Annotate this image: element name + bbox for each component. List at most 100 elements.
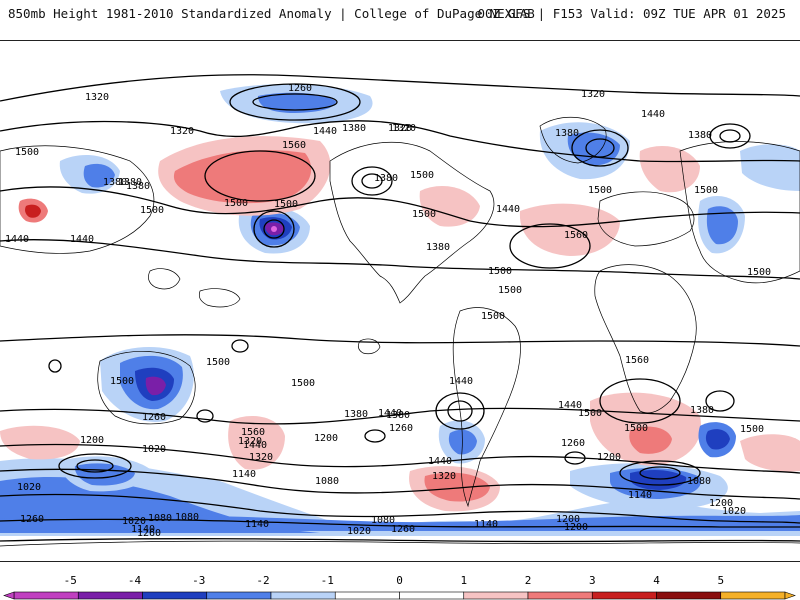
contour-label: 1380: [374, 173, 398, 184]
colorbar-end-right: [784, 591, 796, 600]
contour-label: 1440: [641, 109, 665, 120]
contour-label: 1500: [624, 423, 648, 434]
contour-label: 1320: [170, 126, 194, 137]
map-panel: 1260 1320 1320 1380 1440 1380 1320 1440 1380 1500…: [0, 40, 800, 562]
anomaly-region: [519, 203, 620, 256]
contour-label: 1500: [224, 198, 248, 209]
colorbar-tick-label: -1: [321, 574, 334, 587]
colorbar-tick-label: 2: [525, 574, 532, 587]
contour-label: 1380: [555, 128, 579, 139]
contour-label: 1200: [556, 514, 580, 525]
colorbar-bin: [399, 591, 465, 600]
contour-label: 1020: [722, 506, 746, 517]
colorbar-tick-label: -4: [128, 574, 142, 587]
colorbar-bins: [3, 591, 796, 600]
contour-label: 1200: [80, 435, 104, 446]
contour-label: 1500: [206, 357, 230, 368]
anomaly-region: [448, 429, 477, 455]
contour-label: 1440: [428, 456, 452, 467]
contour-label: 1320: [249, 452, 273, 463]
colorbar-end-left: [3, 591, 15, 600]
anomaly-region: [639, 146, 700, 193]
colorbar-tick-label: 1: [460, 574, 467, 587]
colorbar-tick-label: 4: [653, 574, 660, 587]
contour-label: 1020: [347, 526, 371, 537]
contour-label: 1380: [344, 409, 368, 420]
anomaly-region: [740, 434, 800, 472]
colorbar-bin: [591, 591, 657, 600]
contour-label: 1560: [564, 230, 588, 241]
contour-label: 1380: [342, 123, 366, 134]
contour-label: 1260: [389, 423, 413, 434]
contour-label: 1500: [578, 408, 602, 419]
anomaly-region: [25, 204, 41, 218]
contour-label: 1260: [137, 528, 161, 539]
contour-label: 1500: [747, 267, 771, 278]
contour-label: 1440: [496, 204, 520, 215]
colorbar-tick-label: 5: [717, 574, 724, 587]
contour-label: 1080: [687, 476, 711, 487]
contour-label: 1500: [274, 199, 298, 210]
colorbar-tick-label: -3: [192, 574, 205, 587]
colorbar-bin: [720, 591, 786, 600]
contour-label: 1440: [449, 376, 473, 387]
colorbar-tick-label: 3: [589, 574, 596, 587]
contour-label: 1020: [17, 482, 41, 493]
contour-label: 1320: [392, 123, 416, 134]
contour-label: 1380: [426, 242, 450, 253]
anomaly-region: [74, 463, 135, 486]
anomaly-region: [0, 425, 80, 460]
contour-label: 1380: [118, 177, 142, 188]
contour-label: 1200: [314, 433, 338, 444]
colorbar-ticks: -5 -4 -3 -2 -1 0 1 2 3 4 5: [64, 574, 724, 587]
anomaly-region: [424, 472, 490, 502]
contour-label: 1260: [561, 438, 585, 449]
contour-label: 1080: [371, 515, 395, 526]
contour-label: 1320: [388, 123, 412, 134]
anomaly-region: [705, 429, 730, 450]
contour-label: 1080: [175, 512, 199, 523]
anomaly-region: [83, 163, 115, 188]
contour-label: 1440: [243, 440, 267, 451]
colorbar-bin: [463, 591, 529, 600]
contour-label: 1440: [70, 234, 94, 245]
colorbar-tick-label: 0: [396, 574, 403, 587]
contour-label: 1140: [245, 519, 269, 530]
anomaly-region: [629, 426, 672, 454]
contour-label: 1200: [597, 452, 621, 463]
contour-label: 1140: [131, 524, 155, 535]
colorbar-bin: [334, 591, 400, 600]
contour-label: 1020: [122, 516, 146, 527]
header-bar: 850mb Height 1981-2010 Standardized Anom…: [0, 0, 800, 36]
colorbar-bin: [527, 591, 593, 600]
contour-label: 1380: [126, 181, 150, 192]
contour-label: 1380: [688, 130, 712, 141]
colorbar-tick-label: -5: [64, 574, 77, 587]
anomaly-region: [145, 376, 166, 396]
map-title: 850mb Height 1981-2010 Standardized Anom…: [8, 6, 535, 21]
colorbar-bin: [270, 591, 336, 600]
contour-label: 1500: [498, 285, 522, 296]
contour-label: 1020: [142, 444, 166, 455]
colorbar-bin: [77, 591, 143, 600]
colorbar: -5 -4 -3 -2 -1 0 1 2 3 4 5: [0, 570, 800, 600]
contour-label: 1380: [690, 405, 714, 416]
contour-label: 1500: [291, 378, 315, 389]
contour-label: 1380: [386, 410, 410, 421]
contour-label: 1500: [488, 266, 512, 277]
contour-label: 1320: [85, 92, 109, 103]
contour-label: 1260: [142, 412, 166, 423]
colorbar-bin: [656, 591, 722, 600]
contour-label: 1080: [148, 513, 172, 524]
anomaly-region: [740, 144, 800, 191]
contour-label: 1500: [15, 147, 39, 158]
contour-label: 1260: [391, 524, 415, 535]
contour-label: 1500: [481, 311, 505, 322]
contour-label: 1500: [412, 209, 436, 220]
contour-label: 1500: [588, 185, 612, 196]
colorbar-bin: [13, 591, 79, 600]
contour-label: 1200: [564, 522, 588, 533]
contour-label: 1140: [628, 490, 652, 501]
